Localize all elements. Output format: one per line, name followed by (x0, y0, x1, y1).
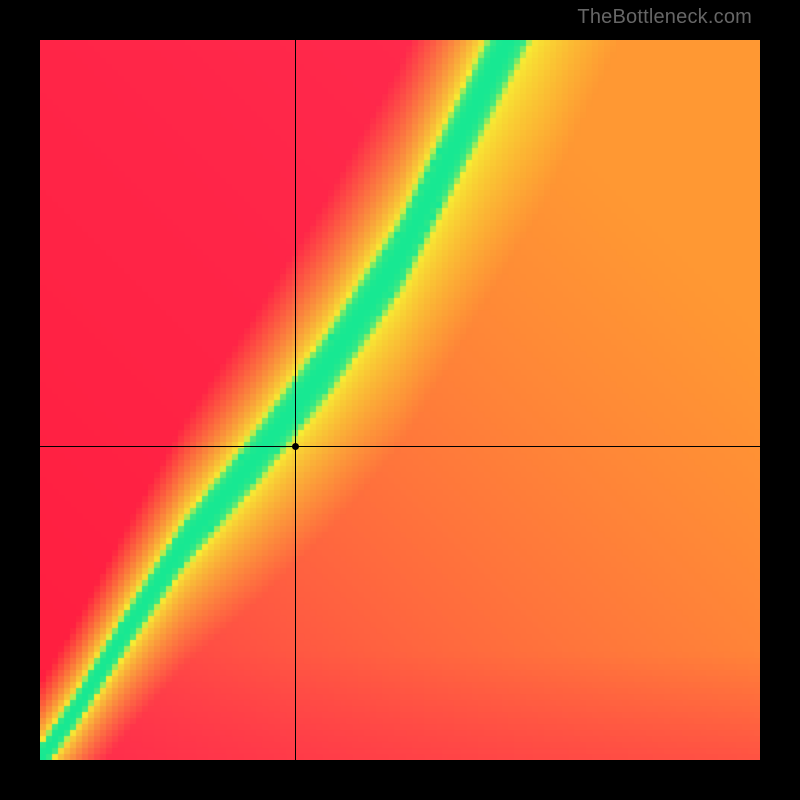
heatmap-canvas (40, 40, 760, 760)
watermark: TheBottleneck.com (577, 6, 752, 29)
crosshair-horizontal (40, 446, 760, 447)
crosshair-vertical (295, 40, 296, 760)
bottleneck-heatmap (40, 40, 760, 760)
